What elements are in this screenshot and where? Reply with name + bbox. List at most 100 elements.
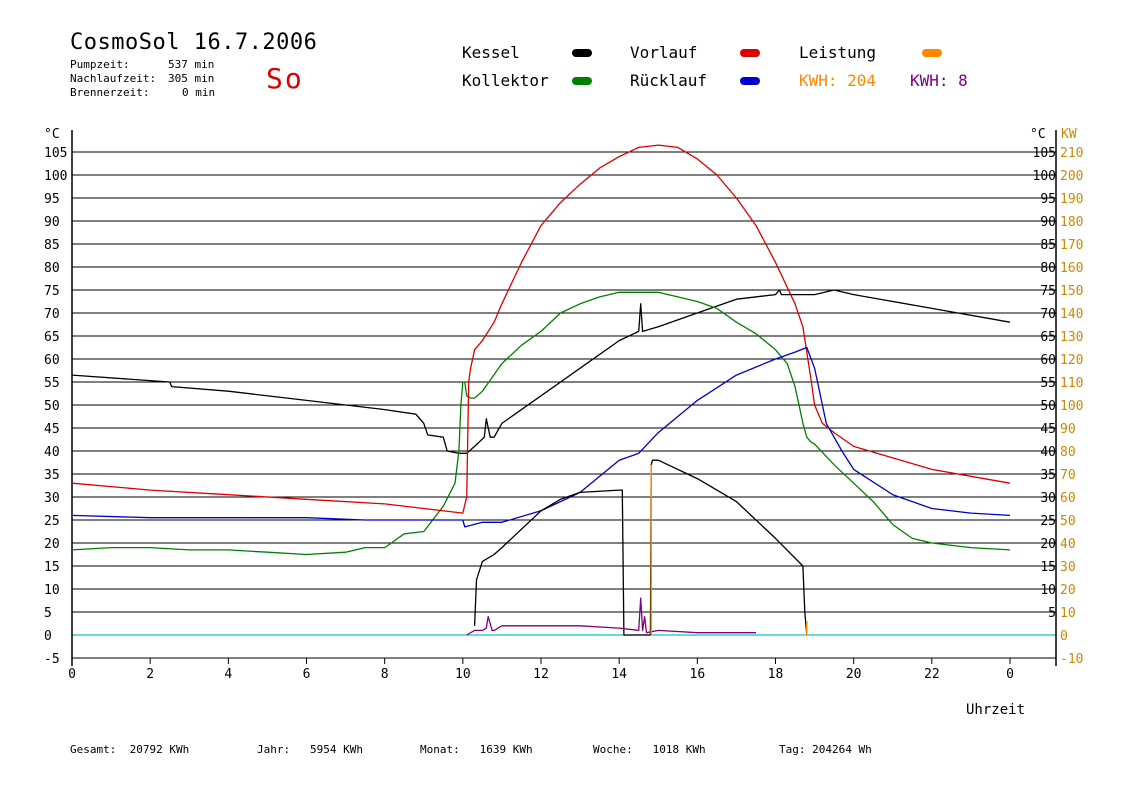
x-axis-label: Uhrzeit <box>966 702 1025 718</box>
y-tick-label-right-temp: 15 <box>1040 560 1056 575</box>
x-tick-label: 2 <box>146 667 154 682</box>
y-tick-label-right-power: 190 <box>1060 192 1083 207</box>
y-tick-label-left: 55 <box>44 376 60 391</box>
legend-vorlauf-label: Vorlauf <box>630 43 698 62</box>
y-tick-label-right-power: 140 <box>1060 307 1083 322</box>
chart-series <box>71 144 1011 636</box>
x-tick-label: 10 <box>455 667 471 682</box>
legend-kollektor-swatch <box>572 77 592 85</box>
y-tick-label-right-temp: 30 <box>1040 491 1056 506</box>
pump-time-value: 537 min <box>168 58 215 71</box>
x-tick-label: 22 <box>924 667 940 682</box>
y-tick-label-right-temp: 95 <box>1040 192 1056 207</box>
y-tick-label-right-power: 80 <box>1060 445 1076 460</box>
y-tick-label-right-power: 210 <box>1060 146 1083 161</box>
y-tick-label-right-temp: 105 <box>1033 146 1056 161</box>
y-tick-label-right-temp: 60 <box>1040 353 1056 368</box>
y-tick-label-right-temp: 50 <box>1040 399 1056 414</box>
y-tick-label-right-temp: 10 <box>1040 583 1056 598</box>
y-tick-label-left: 35 <box>44 468 60 483</box>
x-tick-label: 6 <box>303 667 311 682</box>
y-tick-label-right-temp: 85 <box>1040 238 1056 253</box>
y-tick-label-right-power: 30 <box>1060 560 1076 575</box>
y-tick-label-left: 75 <box>44 284 60 299</box>
weekday-label: So <box>266 62 304 95</box>
y-tick-label-right-power: 120 <box>1060 353 1083 368</box>
y-tick-label-right-temp: 35 <box>1040 468 1056 483</box>
y-tick-label-right-temp: 25 <box>1040 514 1056 529</box>
y-tick-label-right-power: 20 <box>1060 583 1076 598</box>
page-title: CosmoSol 16.7.2006 <box>70 30 318 55</box>
y-tick-label-right-temp: 20 <box>1040 537 1056 552</box>
y-tick-label-right-power: 90 <box>1060 422 1076 437</box>
legend-kwh-total: KWH: 204 <box>799 71 877 90</box>
y-tick-label-right-power: 100 <box>1060 399 1083 414</box>
legend-ruecklauf-label: Rücklauf <box>630 71 708 90</box>
y-tick-label-right-temp: 65 <box>1040 330 1056 345</box>
series-vorlauf-line <box>71 144 1011 514</box>
y-tick-label-left: -5 <box>44 652 60 667</box>
y-tick-label-right-power: 70 <box>1060 468 1076 483</box>
y-tick-label-left: 80 <box>44 261 60 276</box>
y-tick-label-right-temp: 75 <box>1040 284 1056 299</box>
series-leistung-line <box>473 459 808 636</box>
x-tick-label: 18 <box>768 667 784 682</box>
nachlauf-time-label: Nachlaufzeit: <box>70 72 157 85</box>
y-tick-label-left: 100 <box>44 169 67 184</box>
x-tick-label: 16 <box>690 667 706 682</box>
series-kessel-line <box>71 289 1011 454</box>
y-tick-label-left: 10 <box>44 583 60 598</box>
legend-leistung-swatch <box>922 49 942 57</box>
y-tick-label-left: 15 <box>44 560 60 575</box>
y-tick-label-left: 30 <box>44 491 60 506</box>
y-tick-label-left: 60 <box>44 353 60 368</box>
y-tick-label-right-temp: 45 <box>1040 422 1056 437</box>
y-tick-label-left: 50 <box>44 399 60 414</box>
y-tick-label-right-power: 10 <box>1060 606 1076 621</box>
y-axis-label-right-power: KW <box>1061 127 1077 142</box>
y-tick-label-left: 0 <box>44 629 52 644</box>
chart-tick-labels: -505101520253035404550556065707580859095… <box>44 146 1083 682</box>
series-kollektor-line <box>71 291 1011 556</box>
y-tick-label-left: 95 <box>44 192 60 207</box>
y-tick-label-right-power: 130 <box>1060 330 1083 345</box>
y-tick-label-right-power: 50 <box>1060 514 1076 529</box>
y-tick-label-left: 5 <box>44 606 52 621</box>
footer-gesamt: Gesamt: 20792 KWh <box>70 743 190 756</box>
legend-kollektor-label: Kollektor <box>462 71 549 90</box>
x-tick-label: 4 <box>224 667 232 682</box>
footer-monat: Monat: 1639 KWh <box>420 743 533 756</box>
y-tick-label-right-power: 160 <box>1060 261 1083 276</box>
y-tick-label-left: 85 <box>44 238 60 253</box>
chart-grid <box>72 151 1056 659</box>
legend-ruecklauf-swatch <box>740 77 760 85</box>
series-ruecklauf-line <box>71 346 1011 528</box>
y-tick-label-left: 45 <box>44 422 60 437</box>
x-tick-label: 0 <box>68 667 76 682</box>
y-tick-label-right-temp: 80 <box>1040 261 1056 276</box>
y-tick-label-right-power: 110 <box>1060 376 1083 391</box>
y-tick-label-right-temp: 40 <box>1040 445 1056 460</box>
y-tick-label-left: 105 <box>44 146 67 161</box>
x-tick-label: 8 <box>381 667 389 682</box>
brenner-time-value: 0 min <box>182 86 216 99</box>
x-tick-label: 14 <box>611 667 627 682</box>
y-tick-label-right-power: 0 <box>1060 629 1068 644</box>
legend-vorlauf-swatch <box>740 49 760 57</box>
x-tick-label: 20 <box>846 667 862 682</box>
y-tick-label-right-temp: 100 <box>1033 169 1056 184</box>
footer-woche: Woche: 1018 KWh <box>593 743 706 756</box>
y-tick-label-right-power: 170 <box>1060 238 1083 253</box>
y-tick-label-right-power: 180 <box>1060 215 1083 230</box>
y-tick-label-left: 40 <box>44 445 60 460</box>
y-tick-label-left: 70 <box>44 307 60 322</box>
y-tick-label-right-power: 150 <box>1060 284 1083 299</box>
y-tick-label-left: 25 <box>44 514 60 529</box>
y-tick-label-left: 65 <box>44 330 60 345</box>
y-tick-label-right-power: 200 <box>1060 169 1083 184</box>
x-tick-label: 12 <box>533 667 549 682</box>
legend-kwh-secondary: KWH: 8 <box>910 71 968 90</box>
y-tick-label-right-temp: 5 <box>1048 606 1056 621</box>
x-tick-label: 0 <box>1006 667 1014 682</box>
